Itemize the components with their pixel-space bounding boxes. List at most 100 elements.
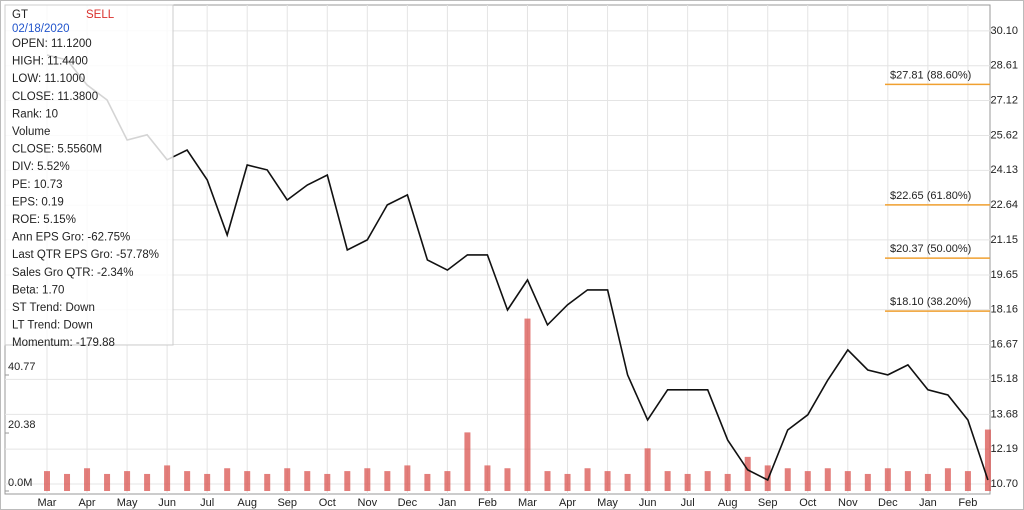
marks [44,54,991,492]
x-tick-label: Mar [38,497,57,509]
y-tick-label: 30.10 [990,25,1018,37]
volume-bar [84,468,91,492]
panel-line: Sales Gro QTR: -2.34% [12,267,133,279]
volume-bar [344,471,351,492]
volume-bar [804,471,811,492]
volume-bar [644,448,651,492]
x-tick-label: Mar [518,497,537,509]
y-tick-label: 10.70 [990,478,1018,490]
y-tick-label: 13.68 [990,408,1018,420]
panel-line: Rank: 10 [12,108,58,120]
x-tick-label: Oct [319,497,336,509]
volume-bar [984,429,991,492]
x-tick-label: Aug [718,497,738,509]
x-tick-label: May [597,497,618,509]
date: 02/18/2020 [12,23,70,35]
ticker: GT [12,9,28,21]
volume-bar [504,468,511,492]
panel-line: DIV: 5.52% [12,161,70,173]
x-tick-label: Jun [639,497,657,509]
volume-bar [144,473,151,492]
x-tick-label: Jul [200,497,214,509]
panel-line: LOW: 11.1000 [12,73,85,85]
volume-bar [384,471,391,492]
x-tick-label: Nov [838,497,858,509]
panel-line: LT Trend: Down [12,320,93,332]
volume-bar [824,468,831,492]
y2-tick-label: 20.38 [8,419,36,431]
y2-tick-label: 40.77 [8,361,36,373]
x-tick-label: May [117,497,138,509]
panel-line: Beta: 1.70 [12,284,64,296]
volume-bar [304,471,311,492]
panel-box [4,4,174,346]
volume-bar [924,473,931,492]
volume-bar [724,473,731,492]
volume-bar [464,432,471,492]
x-tick-label: Apr [559,497,576,509]
volume-bar [224,468,231,492]
y-tick-label: 25.62 [990,129,1018,141]
fib-label: $20.37 (50.00%) [890,243,971,255]
volume-bar [324,473,331,492]
volume-bar [364,468,371,492]
x-tick-label: Sep [277,497,297,509]
panel-line: Last QTR EPS Gro: -57.78% [12,249,159,261]
volume-bar [184,471,191,492]
y-tick-label: 12.19 [990,443,1018,455]
volume-bar [564,473,571,492]
volume-bar [164,465,171,492]
volume-bar [264,473,271,492]
volume-bar [844,471,851,492]
panel-line: Momentum: -179.88 [12,337,115,349]
panel-line: HIGH: 11.4400 [12,56,88,68]
panel-line: Volume [12,126,50,138]
volume-bar [44,471,50,492]
volume-bar [904,471,911,492]
x-tick-label: Jan [919,497,937,509]
volume-bar [964,471,971,492]
x-tick-label: Aug [237,497,257,509]
volume-bar [864,473,871,492]
volume-bar [684,473,691,492]
y-tick-label: 16.67 [990,338,1018,350]
x-tick-label: Sep [758,497,778,509]
volume-bar [484,465,491,492]
panel-line: OPEN: 11.1200 [12,38,92,50]
volume-bar [744,456,751,492]
x-tick-label: Dec [878,497,898,509]
labels: 30.10 28.61 27.12 25.62 24.13 22.64 21.15 19.65… [8,25,1018,509]
signal: SELL [86,9,115,21]
volume-bar [884,468,891,492]
volume-bar [284,468,291,492]
y-tick-label: 15.18 [990,373,1018,385]
y-tick-label: 24.13 [990,164,1018,176]
volume-bar [64,473,71,492]
y-tick-label: 18.16 [990,304,1018,316]
fib-label: $22.65 (61.80%) [890,190,971,202]
volume-bar [244,471,251,492]
fib-label: $18.10 (38.20%) [890,296,971,308]
fib-label: $27.81 (88.60%) [890,69,971,81]
y-tick-label: 22.64 [990,199,1018,211]
y-tick-label: 21.15 [990,234,1018,246]
volume-bar [604,471,611,492]
panel-line: ROE: 5.15% [12,214,76,226]
volume-bar [524,318,531,492]
panel-line: Ann EPS Gro: -62.75% [12,232,130,244]
volume-bar [124,471,131,492]
panel-line: PE: 10.73 [12,179,63,191]
y2-tick-label: 0.0M [8,477,32,489]
y-tick-label: 28.61 [990,60,1018,72]
panel-line: EPS: 0.19 [12,196,64,208]
volume-bar [424,473,431,492]
panel-line: ST Trend: Down [12,302,95,314]
x-tick-label: Nov [358,497,378,509]
info-panel: GT SELL 02/18/2020 OPEN: 11.1200 HIGH: 11… [4,4,174,349]
volume-bar [944,468,951,492]
volume-bar [584,468,591,492]
x-tick-label: Jun [158,497,176,509]
volume-bar [104,473,111,492]
panel-line: CLOSE: 5.5560M [12,144,102,156]
